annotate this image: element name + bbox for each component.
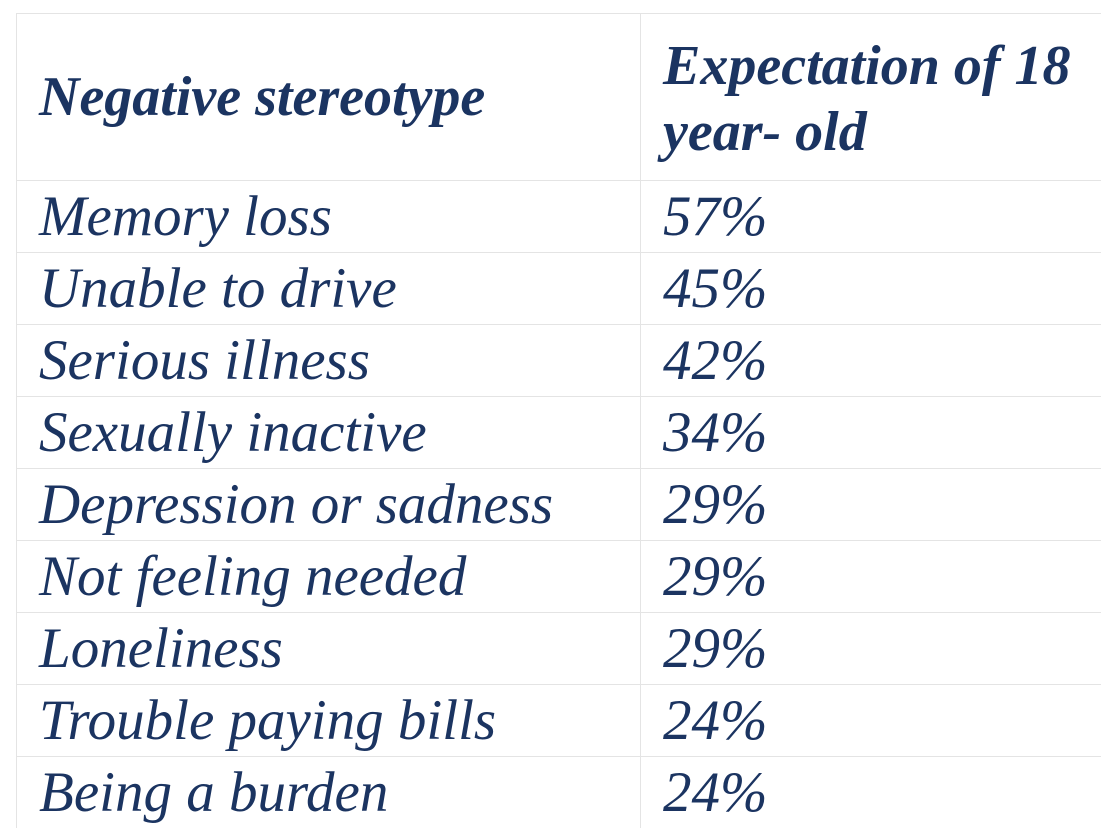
stereotype-cell: Loneliness [16, 612, 641, 685]
expectation-cell: 24% [640, 756, 1101, 828]
stereotype-cell: Depression or sadness [16, 468, 641, 541]
table-row: Sexually inactive 34% [16, 396, 1101, 469]
table-header: Negative stereotype Expectation of 18 ye… [16, 13, 1101, 181]
expectation-cell: 34% [640, 396, 1101, 469]
stereotype-cell: Memory loss [16, 180, 641, 253]
stereotype-cell: Being a burden [16, 756, 641, 828]
expectation-cell: 29% [640, 612, 1101, 685]
stereotype-cell: Not feeling needed [16, 540, 641, 613]
header-row: Negative stereotype Expectation of 18 ye… [16, 13, 1101, 181]
table-row: Trouble paying bills 24% [16, 684, 1101, 757]
table-row: Loneliness 29% [16, 612, 1101, 685]
table-row: Memory loss 57% [16, 180, 1101, 253]
table-body: Memory loss 57% Unable to drive 45% Seri… [16, 180, 1101, 828]
expectation-cell: 24% [640, 684, 1101, 757]
header-expectation: Expectation of 18 year- old [640, 13, 1101, 181]
table-row: Serious illness 42% [16, 324, 1101, 397]
table-row: Unable to drive 45% [16, 252, 1101, 325]
expectation-cell: 57% [640, 180, 1101, 253]
stereotype-cell: Sexually inactive [16, 396, 641, 469]
expectation-cell: 42% [640, 324, 1101, 397]
stereotype-table: Negative stereotype Expectation of 18 ye… [16, 13, 1101, 828]
stereotype-cell: Serious illness [16, 324, 641, 397]
table-row: Not feeling needed 29% [16, 540, 1101, 613]
stereotype-cell: Unable to drive [16, 252, 641, 325]
stereotype-cell: Trouble paying bills [16, 684, 641, 757]
table-row: Depression or sadness 29% [16, 468, 1101, 541]
table-row: Being a burden 24% [16, 756, 1101, 828]
expectation-cell: 29% [640, 468, 1101, 541]
expectation-cell: 29% [640, 540, 1101, 613]
header-negative-stereotype: Negative stereotype [16, 13, 641, 181]
expectation-cell: 45% [640, 252, 1101, 325]
